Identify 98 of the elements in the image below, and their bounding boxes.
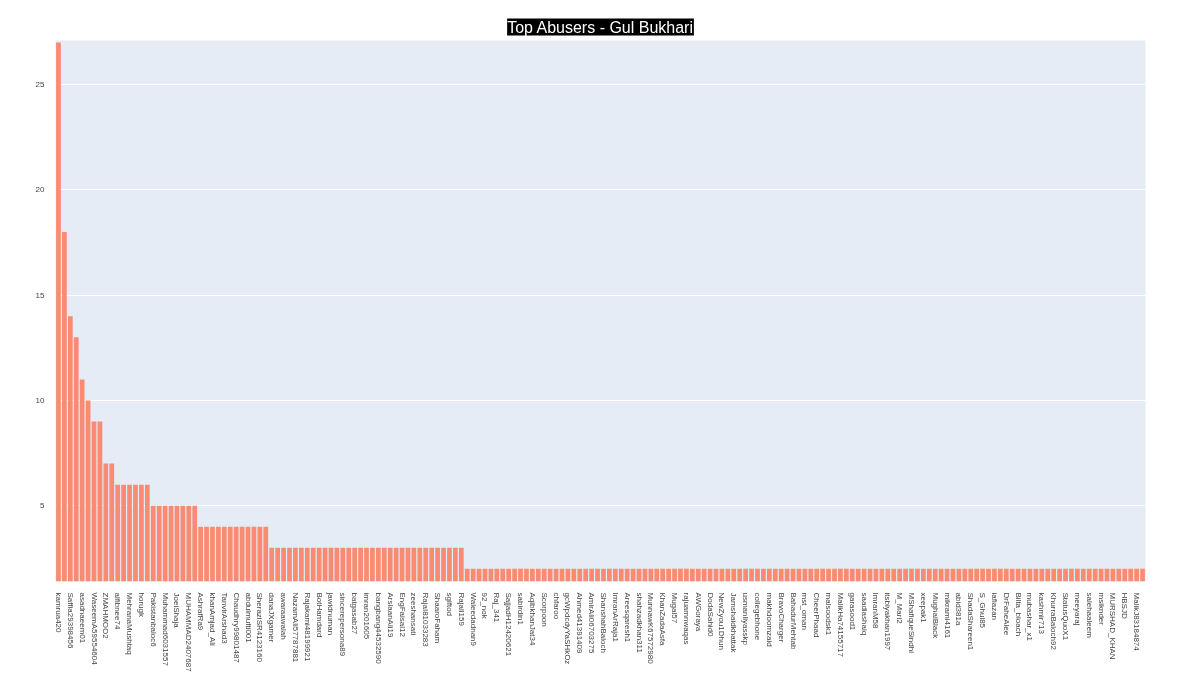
x-tick-label: NewZyou1Dhun [717, 592, 727, 650]
y-tick-label: 15 [35, 290, 46, 300]
x-tick-label: asadnaeem01 [77, 592, 87, 644]
y-tick-label: 10 [35, 395, 46, 405]
x-tick-label: M_Mari2 [895, 592, 905, 625]
x-tick-label: Mugal57 [670, 592, 680, 624]
x-tick-label: SajjadH12420621 [504, 592, 514, 657]
x-tick-label: jawidnuman [326, 591, 336, 636]
x-tick-label: RajaI81033283 [421, 592, 431, 648]
x-tick-label: AmirAli06703275 [587, 592, 597, 654]
x-tick-label: ImranM58 [871, 592, 881, 630]
x-tick-label: makhdoomzaid [764, 592, 774, 647]
x-tick-label: Raj_341 [492, 592, 502, 623]
x-tick-label: MUHAMMAD2407687 [184, 592, 194, 673]
x-tick-label: DodaSahid0 [705, 592, 715, 638]
x-tick-label: HBSJD [1120, 592, 1130, 619]
x-tick-label: SheraziSR4123160 [255, 592, 265, 663]
x-tick-label: abdulmufti001 [243, 592, 253, 644]
x-tick-label: CheerPhaad [812, 592, 822, 638]
x-tick-label: xeepak1 [918, 592, 928, 624]
x-tick-label: zeeshansati [409, 592, 419, 636]
x-tick-label: Rajall159 [456, 592, 466, 627]
x-tick-label: BravoCharger [776, 592, 786, 643]
x-tick-label: 92_nok [480, 592, 490, 620]
x-tick-label: MShafiqueSindhi [907, 592, 917, 654]
x-tick-label: WaseemA59554604 [89, 592, 99, 666]
x-tick-label: salehaaleem [1084, 592, 1094, 639]
x-tick-label: horugk [136, 592, 146, 618]
x-tick-label: saadiashaiq [859, 592, 869, 636]
x-tick-label: awaraawalah [279, 592, 289, 640]
x-tick-label: AshrafRa9 [196, 592, 206, 631]
y-tick-label: 20 [35, 185, 46, 195]
x-tick-label: Muhammad6031557 [160, 592, 170, 667]
x-tick-label: garasood1 [847, 592, 857, 631]
x-tick-label: MughalBlack [930, 592, 940, 640]
x-tick-label: danaJXgamer [267, 592, 277, 643]
x-tick-label: khanAmjad_Ali [207, 592, 217, 647]
x-tick-label: Waleedadnan9 [468, 592, 478, 647]
x-tick-label: ShanshahBaloch [598, 592, 608, 653]
x-tick-label: MURSHAD_KHAN [1108, 592, 1118, 660]
x-tick-label: rajuamnwaqas [681, 592, 691, 645]
x-tick-label: iafiazan [989, 592, 999, 621]
y-tick-label: 5 [40, 501, 46, 511]
x-tick-label: mubashar_x1 [1025, 592, 1035, 642]
x-tick-label: Bilta_bloach [1013, 592, 1023, 637]
x-tick-label: KhurraBaloch92 [1049, 592, 1059, 651]
x-tick-label: NazamAli57787881 [290, 592, 300, 663]
x-tick-label: meeyaraj [1072, 592, 1082, 626]
x-tick-label: ShadaShareen1 [966, 592, 976, 651]
x-tick-label: Chaudhry99801487 [231, 592, 241, 664]
x-tick-label: Areesqaresh1 [622, 592, 632, 643]
x-tick-label: KhanZadaAsfa [658, 592, 668, 646]
x-tick-label: ShaaroFaham [433, 592, 443, 644]
x-tick-label: ArslaanAli19 [385, 592, 395, 638]
x-tick-label: malsoodsk1 [824, 592, 834, 636]
x-tick-label: ZMAHMOO2 [101, 592, 111, 640]
x-tick-label: mikrami4161 [942, 592, 952, 639]
x-tick-label: sabirdin1 [516, 592, 526, 626]
x-tick-label: abid381a [954, 592, 964, 626]
x-tick-label: MunnawK67572980 [646, 592, 656, 665]
x-tick-label: S_Ghul85 [978, 592, 988, 629]
x-tick-label: bangbang44532590 [373, 592, 383, 665]
x-tick-label: msiknder [1096, 592, 1106, 626]
x-tick-label: Scorpoon [539, 592, 549, 627]
x-tick-label: TanvirArshad3 [219, 592, 229, 645]
x-tick-label: Jamshaidkhattak [729, 592, 739, 654]
x-tick-label: Ahmed41391409 [575, 592, 585, 654]
x-tick-label: Rajakami48199921 [302, 592, 312, 662]
y-tick-label: 25 [35, 80, 46, 90]
x-tick-label: MalikHa74155717 [835, 592, 845, 658]
x-tick-label: kashmir713 [1037, 592, 1047, 635]
x-tick-label: sincerepersona89 [338, 592, 348, 657]
x-tick-label: MalikJ83184874 [1132, 592, 1142, 652]
x-tick-label: StatusQuoX1 [1061, 592, 1071, 641]
x-tick-label: EngFaisal12 [397, 592, 407, 638]
x-tick-label: itsbiyakhan1997 [883, 592, 893, 651]
x-tick-label: imran201605 [362, 592, 372, 640]
x-tick-label: alfibnee74 [113, 592, 123, 630]
x-tick-label: MehranaMushtaq [125, 592, 135, 655]
x-tick-label: gcWpdcdyYaSHkOz [563, 592, 573, 665]
x-tick-label: JoeiShaja [172, 592, 182, 629]
x-tick-label: kamrua420 [53, 592, 63, 634]
x-tick-label: AqibkhanJat34 [527, 592, 537, 646]
x-tick-label: sgiftod [444, 592, 454, 617]
x-tick-label: BotHamdard [314, 592, 324, 638]
x-tick-label: usmanliyasskp [741, 592, 751, 646]
x-tick-label: chfaroo [551, 592, 561, 620]
x-tick-label: BahadurMehtab [788, 592, 798, 650]
x-tick-label: DrFaheAlee [1001, 592, 1011, 636]
chart-title: Top Abusers - Gul Bukhari [507, 18, 693, 36]
x-tick-label: collegebhone [752, 592, 762, 641]
x-tick-label: mst_oman [800, 592, 810, 630]
x-tick-label: ImranArRaja1 [610, 592, 620, 643]
x-tick-label: shahzadkhan311 [634, 592, 644, 654]
x-tick-label: Saffia29398456 [65, 592, 75, 649]
x-tick-label: Pakistanbaloc6 [148, 592, 158, 648]
x-tick-label: batgasab27 [350, 592, 360, 635]
x-tick-label: AWGoraya [693, 592, 703, 632]
